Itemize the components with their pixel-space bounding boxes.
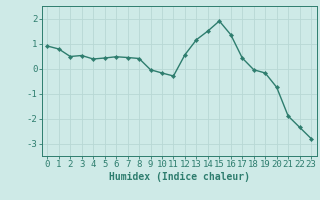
X-axis label: Humidex (Indice chaleur): Humidex (Indice chaleur) — [109, 172, 250, 182]
